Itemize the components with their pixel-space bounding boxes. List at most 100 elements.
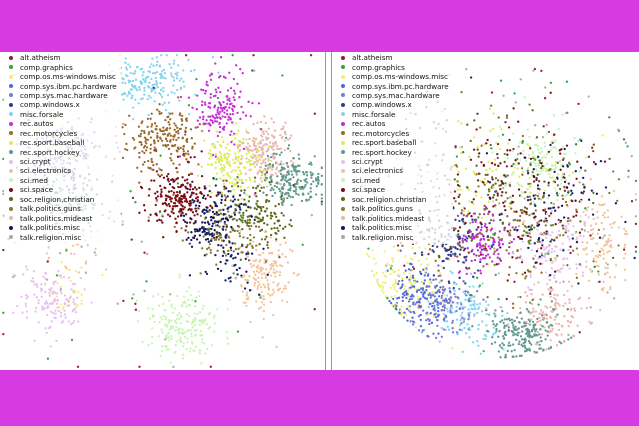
data-point [163,101,166,104]
data-point [498,238,501,241]
data-point [509,149,512,152]
data-point [270,117,273,120]
data-point [148,70,152,73]
data-point [398,274,401,277]
data-point [401,299,404,303]
data-point [245,131,249,134]
data-point [501,191,504,194]
data-point [464,332,468,335]
data-point [493,250,496,253]
data-point [284,225,287,228]
data-point [265,200,268,204]
data-point [121,156,125,160]
data-point [597,228,601,232]
data-point [80,266,83,269]
data-point [218,225,221,228]
data-point [268,162,272,166]
data-point [278,274,282,277]
data-point [193,312,196,315]
data-point [443,304,446,307]
data-point [165,197,168,200]
legend-item: comp.sys.ibm.pc.hardware [6,81,117,91]
data-point [540,247,543,250]
data-point [278,189,282,193]
data-point [589,228,593,232]
data-point [155,170,159,173]
data-point [248,144,251,148]
data-point [59,289,62,293]
data-point [225,330,228,333]
data-point [170,66,173,69]
data-point [290,173,294,176]
data-point [471,325,474,328]
data-point [495,168,498,171]
data-point [597,270,600,273]
data-point [245,145,248,148]
data-point [470,293,473,297]
data-point [215,178,218,181]
data-point [204,217,207,220]
data-point [208,74,212,77]
data-point [598,280,601,283]
data-point [198,204,201,208]
data-point [465,215,468,218]
data-point [157,335,161,338]
data-point [260,128,263,131]
panel-border [325,52,326,370]
data-point [218,159,221,162]
data-point [260,301,264,304]
data-point [283,284,287,288]
data-point [216,191,220,194]
data-point [74,310,78,314]
data-point [614,202,618,205]
data-point [37,299,40,302]
data-point [634,215,638,218]
data-point [468,336,471,339]
data-point [531,224,534,227]
legend-marker [9,121,13,126]
data-point [538,151,541,154]
data-point [562,264,565,267]
data-point [585,253,588,256]
data-point [454,295,457,298]
data-point [411,265,415,269]
data-point [160,139,164,142]
data-point [215,236,218,239]
data-point [164,186,167,190]
data-point [162,90,165,93]
data-point [275,215,278,219]
data-point [494,273,497,277]
data-point [425,311,428,315]
data-point [630,200,634,203]
data-point [453,292,456,296]
data-point [173,92,176,95]
data-point [569,193,572,197]
data-point [546,221,549,224]
data-point [506,197,509,200]
data-point [254,273,257,276]
data-point [529,163,532,167]
data-point [489,104,493,107]
data-point [187,161,190,164]
data-point [578,296,582,299]
data-point [198,319,201,322]
data-point [515,333,518,336]
data-point [592,149,595,153]
data-point [197,290,200,293]
data-point [296,182,299,185]
data-point [518,183,521,187]
data-point [232,162,236,165]
data-point [460,329,464,332]
data-point [286,170,290,173]
data-point [555,236,559,239]
data-point [468,155,471,158]
data-point [558,187,562,191]
data-point [590,189,593,192]
data-point [563,257,566,260]
data-point [174,205,177,208]
data-point [211,143,215,146]
figure-canvas: alt.atheism comp.graphics comp.os.ms-windo… [0,52,639,370]
data-point [280,198,283,201]
data-point [182,218,185,222]
data-point [441,288,444,291]
